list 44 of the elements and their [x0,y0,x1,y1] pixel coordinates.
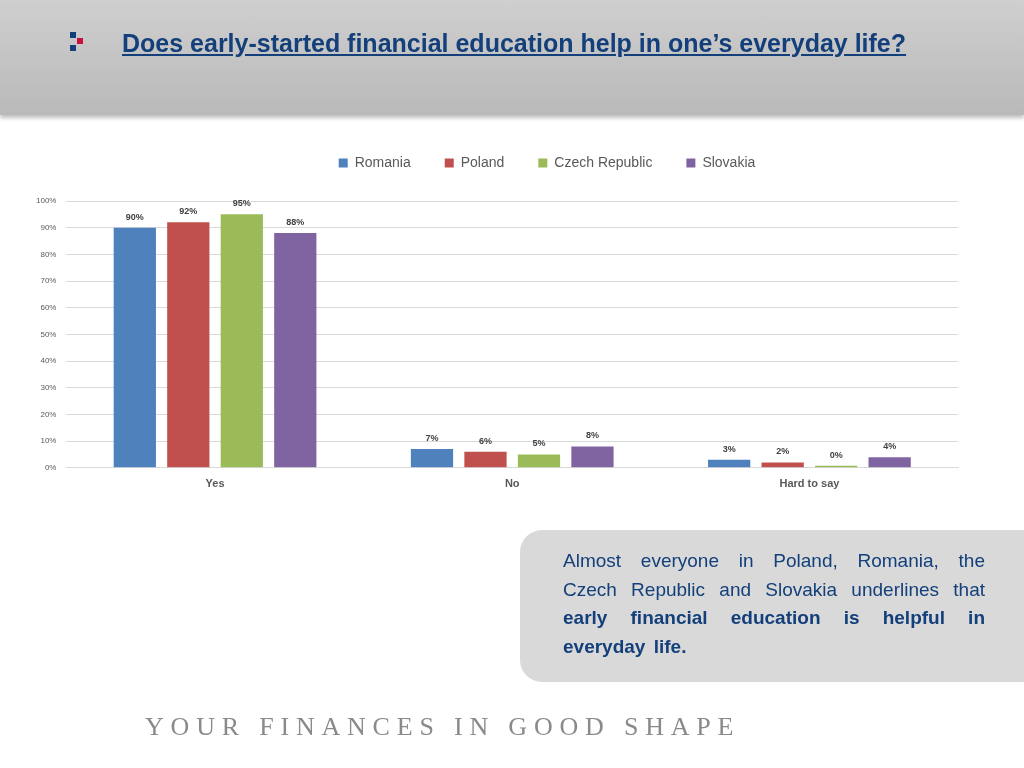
x-tick-label: Yes [205,477,225,490]
y-tick-label: 80% [40,249,57,259]
data-label: 95% [232,198,251,209]
y-tick-label: 90% [40,222,57,232]
x-tick-label: No [504,477,520,490]
data-label: 8% [585,430,599,441]
y-tick-label: 50% [40,329,57,339]
data-label: 5% [532,438,546,449]
bar [167,222,210,468]
data-label: 2% [776,446,790,457]
legend-label: Romania [354,153,411,170]
bar [517,454,561,468]
bar [220,214,263,468]
y-tick-label: 40% [40,356,57,366]
y-tick-label: 10% [40,436,57,446]
data-label: 0% [829,449,843,460]
y-tick-label: 30% [40,382,57,392]
bar [274,233,317,468]
bar [410,449,454,468]
y-tick-label: 20% [40,409,57,419]
y-tick-label: 100% [35,196,57,206]
bar [571,446,614,468]
bar [868,457,911,468]
y-tick-label: 70% [40,276,57,286]
y-tick-label: 60% [40,302,57,312]
legend-label: Poland [460,153,505,170]
data-label: 88% [286,217,305,227]
data-label: 4% [883,441,897,452]
bar [464,451,507,468]
data-label: 90% [125,211,144,222]
bar [708,459,751,468]
bar [761,462,804,468]
x-tick-label: Hard to say [779,477,841,490]
chart-title: Does early-started financial education help in one’s everyday life? [122,29,907,58]
legend-label: Czech Republic [554,153,653,170]
text: early financial education is helpful in everyday life. [563,606,985,659]
data-label: 7% [425,433,439,444]
bar [113,227,156,468]
data-label: 92% [179,206,198,217]
data-label: 3% [722,443,736,454]
legend-label: Slovakia [702,153,756,170]
text: YOUR FINANCES IN GOOD SHAPE [145,712,741,742]
data-label: 6% [478,435,492,446]
y-tick-label: 0% [44,463,57,472]
